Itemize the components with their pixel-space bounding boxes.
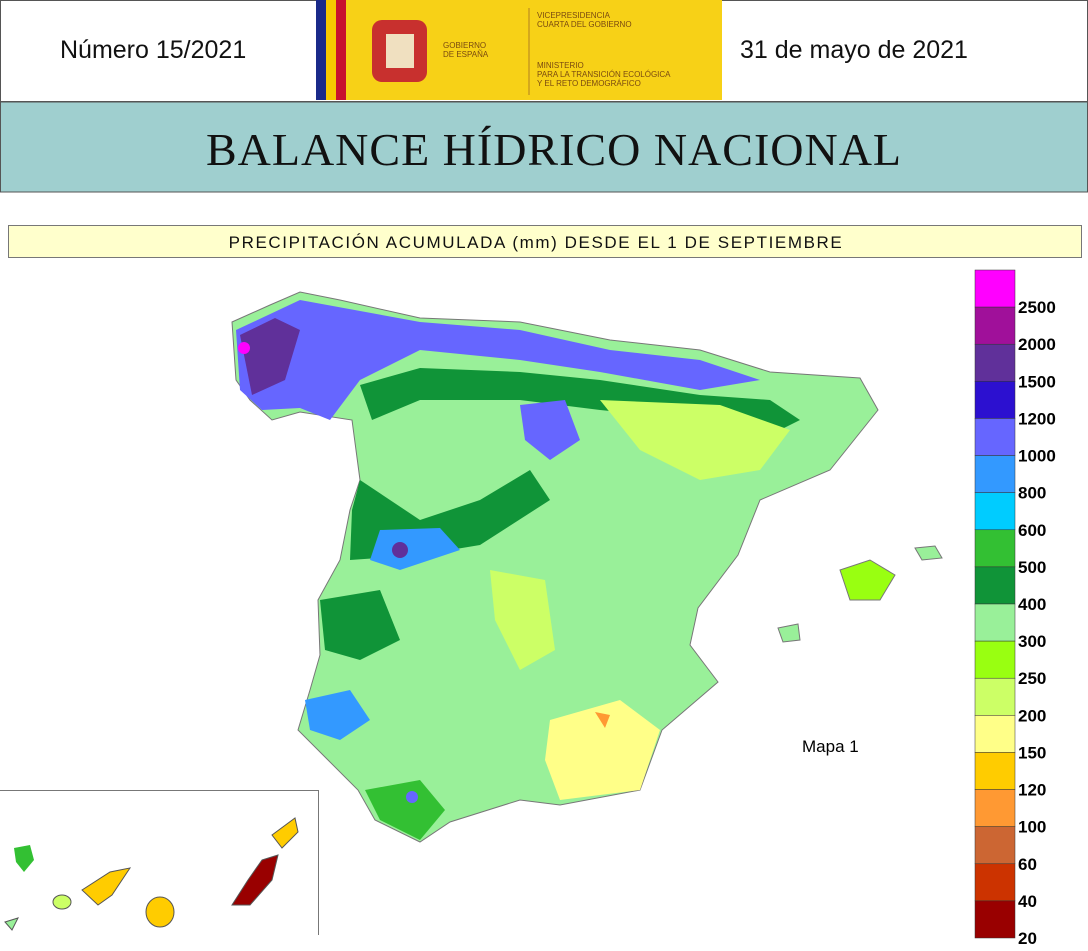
title-band	[0, 101, 1088, 193]
legend-label: 500	[1018, 558, 1046, 577]
legend-label: 2000	[1018, 335, 1056, 354]
legend-swatch	[974, 640, 1016, 679]
north-band	[360, 368, 800, 440]
flag-eu	[316, 0, 326, 100]
galicia-high	[240, 318, 300, 395]
legend-swatch	[974, 789, 1016, 827]
murcia-low	[595, 712, 610, 728]
legend-swatch	[974, 455, 1016, 493]
north-rain	[236, 300, 760, 420]
legend-label: 60	[1018, 855, 1037, 874]
canary-inset-frame	[0, 790, 319, 935]
legend-swatch	[974, 603, 1016, 642]
tenerife	[81, 867, 132, 906]
southwest-rain	[305, 690, 370, 740]
logo-text: DE ESPAÑA	[443, 50, 489, 59]
legend-label: 1000	[1018, 447, 1056, 466]
canary-map	[4, 817, 299, 931]
logo-text: PARA LA TRANSICIÓN ECOLÓGICA	[537, 70, 671, 79]
legend-label: 800	[1018, 484, 1046, 503]
legend-swatch	[974, 381, 1016, 419]
legend-label: 1200	[1018, 409, 1056, 428]
logo-text: CUARTA DEL GOBIERNO	[537, 20, 632, 29]
legend-swatch	[974, 752, 1016, 790]
flag-yellow	[326, 0, 336, 100]
legend-label: 250	[1018, 669, 1046, 688]
west-band	[320, 590, 400, 660]
legend-label: 300	[1018, 632, 1046, 651]
legend-label: 200	[1018, 706, 1046, 725]
logo-text: GOBIERNO	[443, 41, 486, 50]
legend: 2500 2000 1500 1200 1000 800 600 500 400 300 250 20…	[974, 269, 1056, 948]
legend-swatch	[974, 269, 1016, 308]
ebro-dry	[600, 400, 790, 480]
legend-label: 1500	[1018, 372, 1056, 391]
mancha-dry	[490, 570, 555, 670]
lanzarote	[271, 817, 299, 849]
legend-swatch	[974, 566, 1016, 605]
logo: GOBIERNO DE ESPAÑA VICEPRESIDENCIA CUART…	[316, 0, 722, 100]
fuerteventura	[231, 854, 279, 906]
el-hierro	[4, 917, 19, 931]
logo-text: VICEPRESIDENCIA	[537, 11, 611, 20]
mallorca	[839, 559, 896, 601]
subtitle-box	[8, 225, 1082, 258]
flag-red	[336, 0, 346, 100]
legend-swatch	[974, 863, 1016, 902]
legend-swatch	[974, 529, 1016, 568]
menorca	[914, 545, 943, 561]
legend-swatch	[974, 306, 1016, 345]
bulletin-date: 31 de mayo de 2021	[740, 36, 968, 64]
legend-label: 600	[1018, 521, 1046, 540]
legend-label: 2500	[1018, 298, 1056, 317]
la-gomera	[52, 894, 72, 910]
grazalema-peak	[406, 791, 418, 803]
gredos-peak	[392, 542, 408, 558]
legend-swatch	[974, 715, 1016, 753]
gran-canaria	[145, 896, 175, 928]
map-subtitle: PRECIPITACIÓN ACUMULADA (mm) DESDE EL 1 …	[229, 233, 844, 252]
legend-label: 400	[1018, 595, 1046, 614]
legend-label: 100	[1018, 818, 1046, 837]
legend-swatch	[974, 492, 1016, 531]
southeast-dry	[545, 700, 660, 800]
legend-swatch	[974, 677, 1016, 716]
gredos-rain	[370, 528, 460, 570]
map-label: Mapa 1	[802, 737, 859, 756]
legend-swatch	[974, 343, 1016, 382]
strait-band	[365, 780, 445, 840]
legend-label: 20	[1018, 929, 1037, 948]
title: BALANCE HÍDRICO NACIONAL	[206, 124, 902, 175]
ibiza	[777, 623, 801, 643]
legend-label: 40	[1018, 892, 1037, 911]
bulletin-number: Número 15/2021	[60, 36, 246, 64]
galicia-peak	[238, 342, 250, 354]
legend-label: 120	[1018, 781, 1046, 800]
legend-label: 150	[1018, 743, 1046, 762]
peninsula-map	[231, 291, 943, 843]
coat-shield	[386, 34, 414, 68]
legend-swatch	[974, 900, 1016, 939]
legend-swatch	[974, 826, 1016, 865]
logo-text: Y EL RETO DEMOGRÁFICO	[537, 79, 641, 88]
logo-text: MINISTERIO	[537, 61, 584, 70]
iberian-rain	[520, 400, 580, 460]
legend-swatch	[974, 418, 1016, 456]
la-palma	[14, 845, 34, 872]
